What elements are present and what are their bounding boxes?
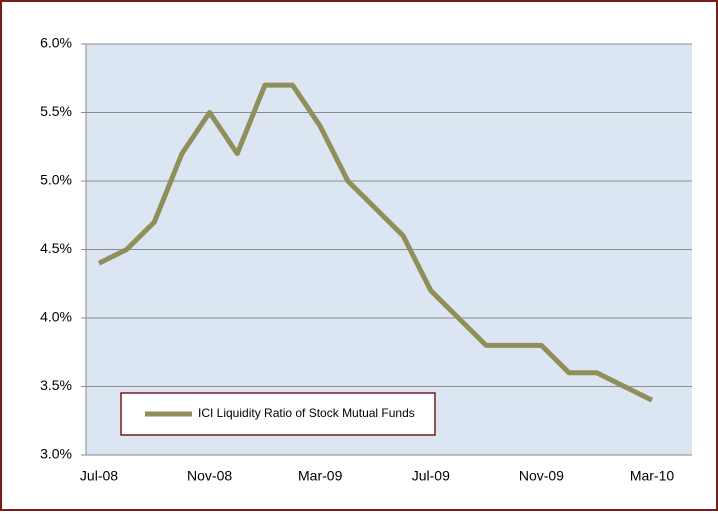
y-tick-label: 6.0%: [40, 35, 72, 51]
y-tick-label: 5.5%: [40, 103, 72, 119]
y-tick-label: 5.0%: [40, 172, 72, 188]
legend-label: ICI Liquidity Ratio of Stock Mutual Fund…: [198, 406, 415, 420]
y-tick-label: 3.5%: [40, 377, 72, 393]
x-tick-label: Mar-09: [298, 468, 343, 484]
data-line: [97, 82, 654, 403]
x-tick-label: Nov-09: [519, 468, 564, 484]
y-tick-label: 3.0%: [40, 446, 72, 462]
y-tick-label: 4.0%: [40, 309, 72, 325]
x-tick-label: Jul-08: [80, 468, 118, 484]
x-tick-label: Mar-10: [630, 468, 675, 484]
x-tick-label: Jul-09: [412, 468, 450, 484]
y-tick-label: 4.5%: [40, 240, 72, 256]
x-tick-label: Nov-08: [187, 468, 232, 484]
